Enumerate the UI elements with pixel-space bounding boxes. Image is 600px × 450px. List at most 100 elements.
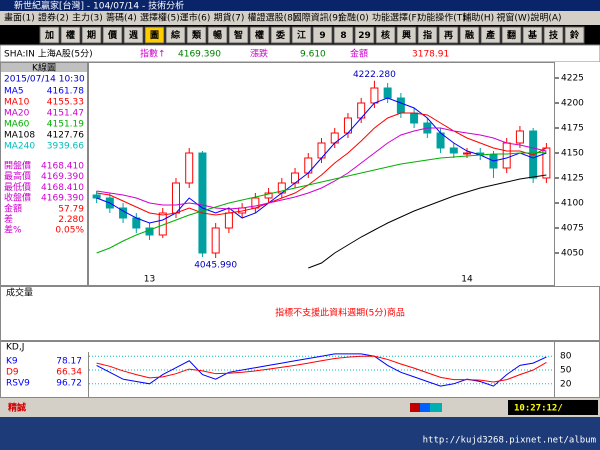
toolbar-label: 綜 xyxy=(171,29,180,41)
toolbar-button[interactable] xyxy=(543,26,564,44)
chart-area xyxy=(0,62,600,398)
toolbar-label: 核 xyxy=(381,29,390,41)
legend-name: MA10 xyxy=(4,98,30,108)
clock: 10:27:12/ xyxy=(514,404,563,414)
toolbar-button[interactable] xyxy=(417,26,438,44)
toolbar-label: 翻 xyxy=(507,29,516,41)
toolbar-button[interactable] xyxy=(207,26,228,44)
brand: 精誠 xyxy=(8,402,26,414)
index-label: 指數↑ xyxy=(140,48,166,60)
menu-item[interactable]: 選擇權(5) xyxy=(140,12,180,24)
toolbar-button[interactable] xyxy=(522,26,543,44)
ma-line xyxy=(308,174,547,269)
toolbar-label: 期 xyxy=(87,29,96,41)
toolbar-button[interactable] xyxy=(438,26,459,44)
toolbar-label: 興 xyxy=(402,30,411,41)
status-icon xyxy=(420,403,430,412)
toolbar-label: 加 xyxy=(44,29,54,41)
toolbar-label: 指 xyxy=(423,29,432,41)
stat-label: 開盤價 xyxy=(4,160,31,172)
menu-item[interactable]: 畫面(1) xyxy=(4,12,35,24)
toolbar-button[interactable] xyxy=(333,26,354,44)
candle-body xyxy=(449,147,458,154)
toolbar-button[interactable] xyxy=(144,26,165,44)
candle-body xyxy=(198,152,207,254)
legend-value: 4127.76 xyxy=(47,131,84,141)
toolbar-button[interactable] xyxy=(501,26,522,44)
toolbar-label: 價 xyxy=(107,29,118,41)
menu-item[interactable]: 說明(A) xyxy=(530,12,561,24)
toolbar-button[interactable] xyxy=(564,26,585,44)
menu-item[interactable]: 籌碼(4) xyxy=(106,12,137,24)
toolbar-button[interactable] xyxy=(375,26,396,44)
stat-label: 最高價 xyxy=(4,170,31,182)
menu-item[interactable]: 主力(3) xyxy=(72,12,103,24)
toolbar-button[interactable] xyxy=(81,26,102,44)
y-tick-label: 4100 xyxy=(561,199,584,209)
stat-value: 57.79 xyxy=(58,204,84,214)
y-tick-label: 4075 xyxy=(561,224,584,234)
toolbar-label: 類 xyxy=(191,29,202,41)
amount-label: 金額 xyxy=(350,48,368,60)
change-label: 漲跌 xyxy=(250,49,268,60)
toolbar-button[interactable] xyxy=(60,26,81,44)
stat-label: 收盤價 xyxy=(4,192,31,204)
menu-item[interactable]: 權證選股(8) xyxy=(248,12,297,24)
toolbar-button[interactable] xyxy=(312,26,333,44)
kd-legend-value: 96.72 xyxy=(56,379,82,389)
menu-item[interactable]: 證券(2) xyxy=(38,12,69,24)
legend-value: 4161.78 xyxy=(47,87,84,97)
toolbar-label: 9 xyxy=(319,31,325,41)
menu-item[interactable]: 視窗(W) xyxy=(496,12,530,24)
toolbar-button[interactable] xyxy=(165,26,186,44)
candle-body xyxy=(185,152,194,184)
kd-tick-label: 50 xyxy=(560,366,572,376)
candle-body xyxy=(383,87,392,99)
toolbar-label: 技 xyxy=(549,29,559,41)
toolbar-label: 智 xyxy=(234,29,243,41)
stat-label: 差% xyxy=(4,224,22,236)
kd-legend-name: K9 xyxy=(6,357,18,367)
x-tick-label: 13 xyxy=(144,275,155,285)
y-tick-label: 4175 xyxy=(561,124,584,134)
stat-value: 0.05% xyxy=(55,226,84,236)
menu-item[interactable]: 功能操作(T) xyxy=(417,12,466,24)
candle-body xyxy=(171,182,180,214)
menu-item[interactable]: 輔助(H) xyxy=(462,12,494,24)
toolbar-button[interactable] xyxy=(291,26,312,44)
legend-name: MA5 xyxy=(4,87,24,97)
menu-item[interactable]: 期貨(7) xyxy=(214,12,245,24)
menu-item[interactable]: 運市(6) xyxy=(180,12,211,24)
toolbar-button[interactable] xyxy=(102,26,123,44)
menu-item[interactable]: 國際資訊(9) xyxy=(293,12,342,24)
toolbar-button[interactable] xyxy=(354,26,375,44)
toolbar-button[interactable] xyxy=(459,26,480,44)
y-tick-label: 4150 xyxy=(561,149,584,159)
stat-value: 2.280 xyxy=(58,215,84,225)
toolbar-button[interactable] xyxy=(270,26,291,44)
kline-title: K線圖 xyxy=(32,62,56,74)
toolbar-button[interactable] xyxy=(480,26,501,44)
legend-name: MA108 xyxy=(4,131,35,141)
toolbar-button[interactable] xyxy=(228,26,249,44)
toolbar-button[interactable] xyxy=(249,26,270,44)
legend-name: MA240 xyxy=(4,142,35,152)
candle-body xyxy=(410,112,419,124)
menu-item[interactable]: 功能選擇(F) xyxy=(372,12,420,24)
timestamp: 2015/07/14 10:30 xyxy=(4,75,85,85)
y-tick-label: 4050 xyxy=(561,249,584,259)
panel-header xyxy=(1,63,87,72)
toolbar-button[interactable] xyxy=(186,26,207,44)
candle-body xyxy=(264,192,273,199)
toolbar-label: 權 xyxy=(255,29,264,41)
menu-item[interactable]: 金融(0) xyxy=(338,12,369,24)
kd-tick-label: 20 xyxy=(560,379,572,389)
status-icon xyxy=(430,403,442,412)
toolbar-label: 基 xyxy=(527,29,538,41)
toolbar-button[interactable] xyxy=(39,26,60,44)
x-tick-label: 14 xyxy=(461,275,473,285)
candle-body xyxy=(502,142,511,169)
toolbar-button[interactable] xyxy=(396,26,417,44)
toolbar-button[interactable] xyxy=(123,26,144,44)
